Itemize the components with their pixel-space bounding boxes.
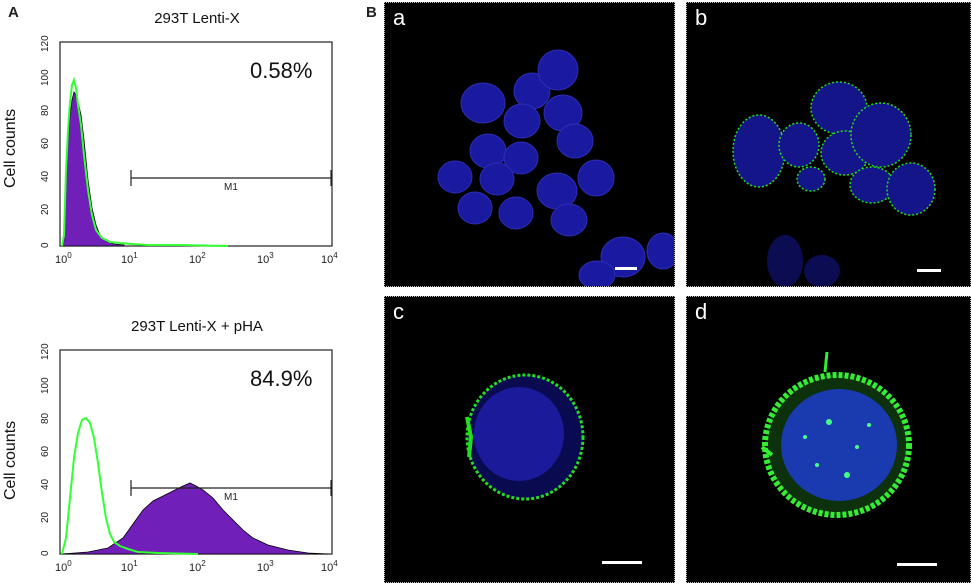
micrograph-d: d bbox=[686, 296, 971, 583]
scale-bar bbox=[615, 267, 637, 270]
hist-bottom-chart: 0 20 40 60 80 100 120 M1 100 101 102 103… bbox=[40, 343, 338, 574]
ytick: 100 bbox=[40, 377, 51, 394]
ytick: 0 bbox=[40, 550, 51, 556]
xtick: 102 bbox=[189, 251, 206, 266]
hist-top-xticks: 100 101 102 103 104 bbox=[55, 251, 338, 266]
micrograph-a: a bbox=[384, 2, 675, 287]
hist-top-yticks: 0 20 40 60 80 100 120 bbox=[40, 35, 51, 248]
hist-bottom-yticks: 0 20 40 60 80 100 120 bbox=[40, 343, 51, 556]
hist-top-percent: 0.58% bbox=[250, 58, 313, 83]
micrograph-a-cells bbox=[437, 49, 674, 286]
xtick: 101 bbox=[121, 559, 138, 574]
scale-bar bbox=[917, 269, 941, 272]
xtick: 103 bbox=[257, 251, 274, 266]
ytick: 20 bbox=[40, 511, 51, 523]
gate-label: M1 bbox=[224, 182, 238, 193]
ytick: 120 bbox=[40, 343, 51, 360]
hist-bottom-title: 293T Lenti-X + pHA bbox=[131, 318, 263, 335]
xtick: 100 bbox=[55, 559, 72, 574]
hist-top-title: 293T Lenti-X bbox=[154, 10, 240, 27]
ytick: 100 bbox=[40, 69, 51, 86]
micrograph-c-cell bbox=[465, 373, 585, 501]
micrograph-c: c bbox=[384, 296, 675, 583]
ytick: 40 bbox=[40, 170, 51, 182]
micrograph-b-cells bbox=[732, 81, 936, 286]
hist-top-green bbox=[61, 76, 229, 247]
scale-bar bbox=[602, 561, 642, 564]
ytick: 120 bbox=[40, 35, 51, 52]
xtick: 104 bbox=[321, 559, 338, 574]
ytick: 40 bbox=[40, 478, 51, 490]
hist-bottom-green bbox=[61, 416, 199, 555]
hist-bottom-ylabel: Cell counts bbox=[2, 420, 19, 500]
micrograph-d-label: d bbox=[695, 299, 708, 324]
hist-top-chart: 0 20 40 60 80 100 120 M1 100 101 102 103… bbox=[40, 35, 338, 266]
ytick: 60 bbox=[40, 137, 51, 149]
ytick: 20 bbox=[40, 203, 51, 215]
micrograph-b: b bbox=[686, 2, 971, 287]
xtick: 101 bbox=[121, 251, 138, 266]
scale-bar bbox=[897, 563, 937, 566]
panel-b-letter: B bbox=[366, 4, 377, 21]
ytick: 0 bbox=[40, 242, 51, 248]
hist-top-ylabel: Cell counts bbox=[2, 108, 19, 188]
hist-bottom-xticks: 100 101 102 103 104 bbox=[55, 559, 338, 574]
xtick: 104 bbox=[321, 251, 338, 266]
xtick: 103 bbox=[257, 559, 274, 574]
micrograph-d-cell bbox=[760, 351, 912, 518]
ytick: 80 bbox=[40, 412, 51, 424]
gate-label: M1 bbox=[224, 492, 238, 503]
panel-a-letter: A bbox=[8, 4, 19, 21]
hist-bottom-purple bbox=[61, 482, 329, 555]
xtick: 100 bbox=[55, 251, 72, 266]
xtick: 102 bbox=[189, 559, 206, 574]
micrograph-c-label: c bbox=[393, 299, 404, 324]
hist-bottom-percent: 84.9% bbox=[250, 366, 313, 391]
hist-top-purple bbox=[61, 91, 125, 247]
ytick: 60 bbox=[40, 445, 51, 457]
micrograph-a-label: a bbox=[393, 5, 406, 30]
ytick: 80 bbox=[40, 104, 51, 116]
micrograph-b-label: b bbox=[695, 5, 708, 30]
